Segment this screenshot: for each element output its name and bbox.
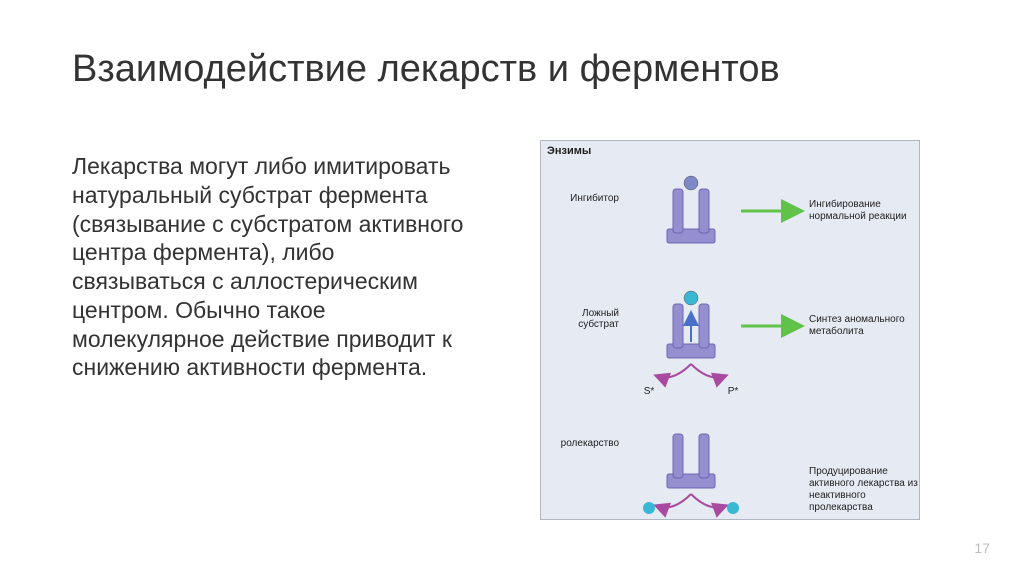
page-number: 17: [974, 540, 990, 556]
diagram-left-label: Ложный субстрат: [549, 308, 619, 330]
enzyme-diagram: Энзимы S* P* Ингибитор Ингибирование норма…: [540, 140, 920, 520]
diagram-right-label: Синтез аномального метаболита: [809, 314, 919, 338]
diagram-left-label: Ингибитор: [549, 193, 619, 204]
diagram-right-label: Ингибирование нормальной реакции: [809, 199, 919, 223]
diagram-left-label: ролекарство: [549, 438, 619, 449]
diagram-panel-title: Энзимы: [547, 145, 591, 157]
svg-text:P*: P*: [728, 386, 739, 397]
svg-text:S*: S*: [644, 386, 655, 397]
slide-title: Взаимодействие лекарств и ферментов: [72, 48, 780, 91]
body-paragraph: Лекарства могут либо имитировать натурал…: [72, 152, 472, 382]
diagram-right-label: Продуцирование активного лекарства из не…: [809, 466, 919, 514]
